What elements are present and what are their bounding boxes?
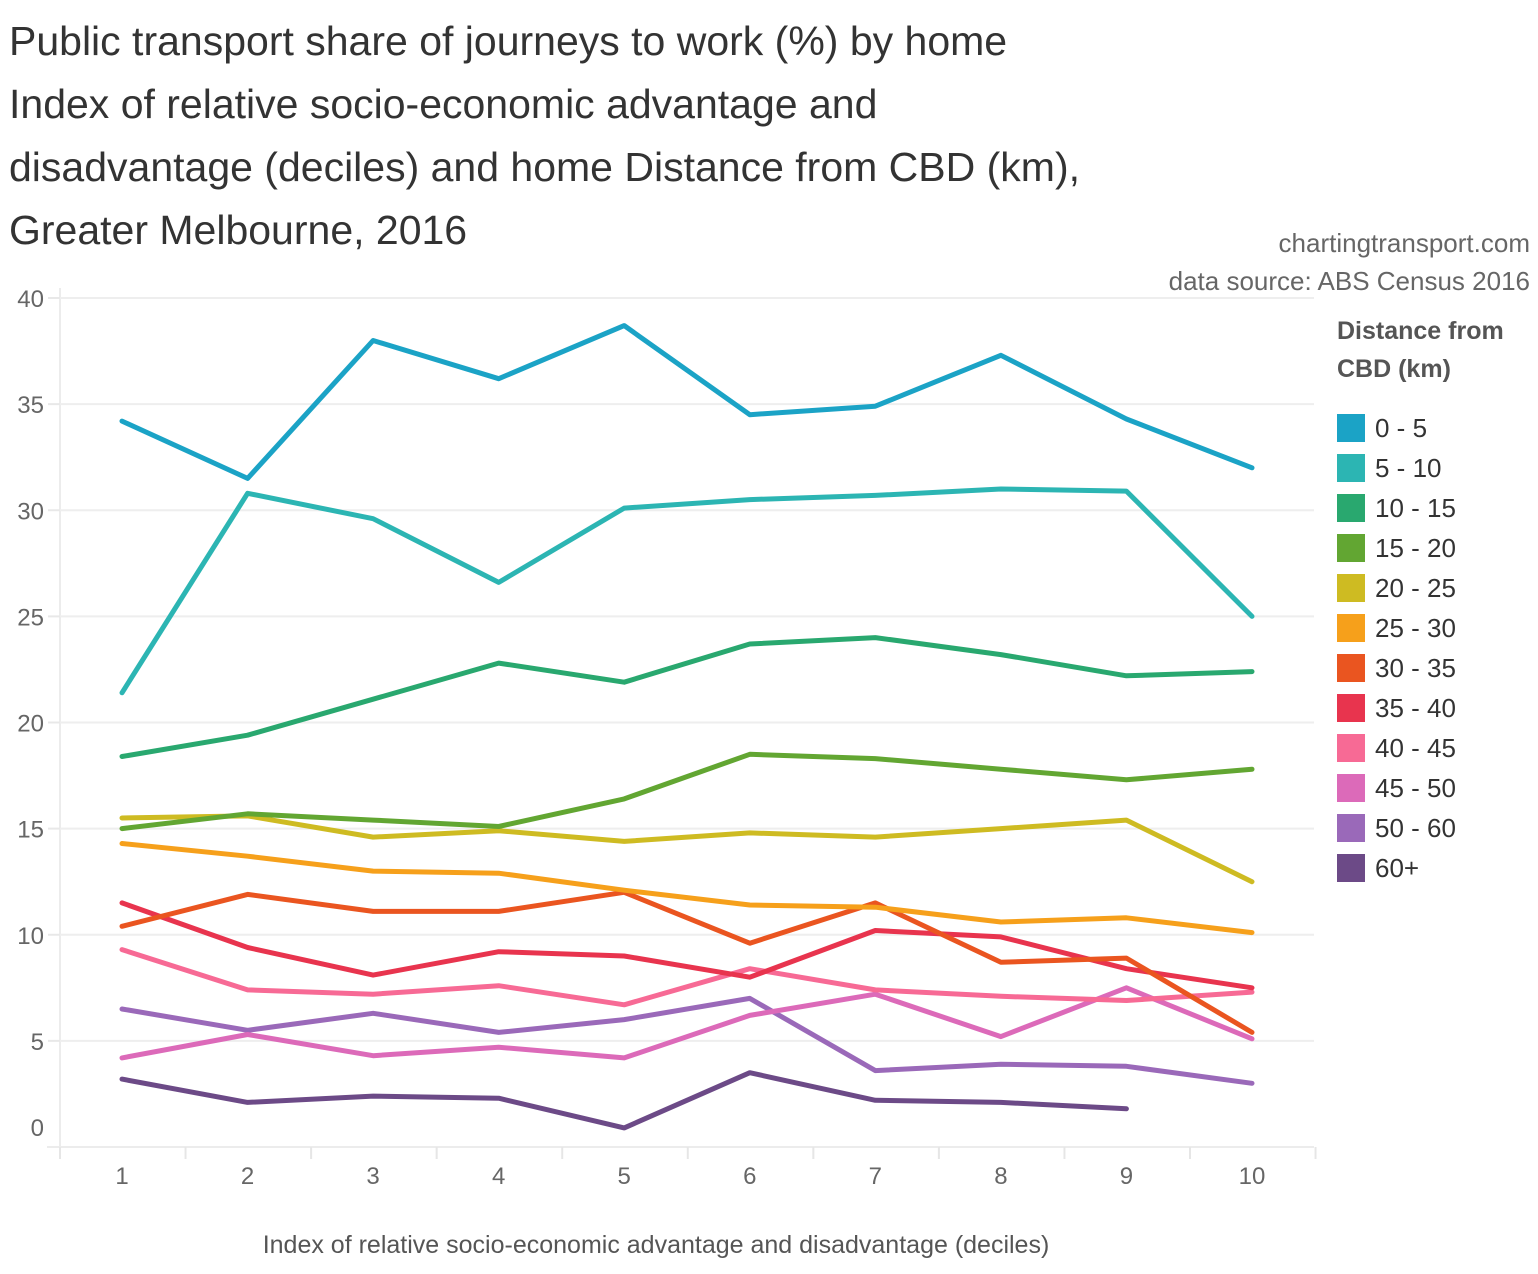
legend-label: 50 - 60 xyxy=(1375,812,1456,843)
title-line: disadvantage (deciles) and home Distance… xyxy=(9,144,1080,190)
legend-item[interactable]: 40 - 45 xyxy=(1337,728,1527,768)
x-axis-title: Index of relative socio-economic advanta… xyxy=(263,1231,1050,1259)
legend-swatch xyxy=(1337,654,1365,682)
data-source: data source: ABS Census 2016 xyxy=(1168,266,1530,296)
legend-label: 40 - 45 xyxy=(1375,732,1456,763)
title-line: Index of relative socio-economic advanta… xyxy=(9,81,878,127)
y-tick-label: 25 xyxy=(17,604,44,631)
series-line-15-20[interactable] xyxy=(119,751,1255,832)
legend-item[interactable]: 60+ xyxy=(1337,848,1527,888)
x-tick-label: 3 xyxy=(366,1163,379,1190)
legend-swatch xyxy=(1337,734,1365,762)
y-tick-label: 30 xyxy=(17,498,44,525)
legend-label: 45 - 50 xyxy=(1375,772,1456,803)
legend-item[interactable]: 35 - 40 xyxy=(1337,688,1527,728)
series-line-25-30[interactable] xyxy=(119,841,1255,936)
y-tick-label: 15 xyxy=(17,817,44,844)
legend-label: 15 - 20 xyxy=(1375,532,1456,563)
series-line-45-50[interactable] xyxy=(119,985,1255,1061)
legend-label: 35 - 40 xyxy=(1375,692,1456,723)
site-credit: chartingtransport.com xyxy=(1278,228,1530,258)
legend-swatch xyxy=(1337,854,1365,882)
legend-title: Distance from CBD (km) xyxy=(1337,317,1504,383)
legend-item[interactable]: 30 - 35 xyxy=(1337,648,1527,688)
y-tick-label: 10 xyxy=(17,923,44,950)
y-tick-label: 0 xyxy=(31,1115,44,1142)
legend-label: 0 - 5 xyxy=(1375,412,1428,443)
legend-label: 25 - 30 xyxy=(1375,612,1456,643)
legend-label: 20 - 25 xyxy=(1375,572,1456,603)
series-line-5-10[interactable] xyxy=(119,486,1255,696)
legend-swatch xyxy=(1337,454,1365,482)
legend-item[interactable]: 25 - 30 xyxy=(1337,608,1527,648)
x-tick-label: 2 xyxy=(241,1163,254,1190)
legend-item[interactable]: 20 - 25 xyxy=(1337,568,1527,608)
legend: Distance from CBD (km) 0 - 5 5 - 10 10 - 1… xyxy=(1337,312,1527,888)
series-line-10-15[interactable] xyxy=(119,635,1255,759)
series-line-60plus[interactable] xyxy=(119,1070,1129,1131)
series-line-50-60[interactable] xyxy=(119,995,1255,1086)
legend-label: 60+ xyxy=(1375,852,1420,883)
y-axis-ticks: 0 5 10 15 20 25 30 35 40 xyxy=(17,286,44,1142)
legend-item[interactable]: 45 - 50 xyxy=(1337,768,1527,808)
series-line-40-45[interactable] xyxy=(119,947,1255,1008)
x-tick-label: 6 xyxy=(743,1163,756,1190)
legend-swatch xyxy=(1337,534,1365,562)
legend-label: 10 - 15 xyxy=(1375,492,1456,523)
legend-list: 0 - 5 5 - 10 10 - 15 15 - 20 20 - 25 25 - 30 3… xyxy=(1337,408,1527,888)
legend-item[interactable]: 50 - 60 xyxy=(1337,808,1527,848)
gridlines xyxy=(48,288,1314,1148)
legend-item[interactable]: 10 - 15 xyxy=(1337,488,1527,528)
title-line: Greater Melbourne, 2016 xyxy=(9,207,468,253)
x-tick-label: 4 xyxy=(492,1163,505,1190)
x-tick-label: 7 xyxy=(869,1163,882,1190)
legend-swatch xyxy=(1337,494,1365,522)
y-tick-label: 20 xyxy=(17,711,44,738)
series-line-35-40[interactable] xyxy=(119,900,1255,991)
legend-swatch xyxy=(1337,774,1365,802)
series-line-0-5[interactable] xyxy=(119,323,1255,481)
legend-swatch xyxy=(1337,574,1365,602)
legend-swatch xyxy=(1337,694,1365,722)
x-tick-label: 10 xyxy=(1239,1163,1266,1190)
legend-label: 30 - 35 xyxy=(1375,652,1456,683)
x-tick-label: 1 xyxy=(115,1163,128,1190)
legend-swatch xyxy=(1337,414,1365,442)
legend-swatch xyxy=(1337,814,1365,842)
series-lines xyxy=(119,323,1255,1131)
y-tick-label: 35 xyxy=(17,392,44,419)
series-line-30-35[interactable] xyxy=(119,889,1255,1035)
series-line-20-25[interactable] xyxy=(119,813,1255,885)
y-tick-label: 40 xyxy=(17,286,44,313)
legend-item[interactable]: 5 - 10 xyxy=(1337,448,1527,488)
legend-item[interactable]: 15 - 20 xyxy=(1337,528,1527,568)
y-tick-label: 5 xyxy=(31,1029,44,1056)
x-tick-label: 8 xyxy=(994,1163,1007,1190)
x-axis: 1 2 3 4 5 6 7 8 9 10 xyxy=(47,1146,1317,1190)
legend-swatch xyxy=(1337,614,1365,642)
x-tick-label: 9 xyxy=(1120,1163,1133,1190)
x-tick-label: 5 xyxy=(618,1163,631,1190)
chart-title: Public transport share of journeys to wo… xyxy=(9,10,1289,262)
legend-item[interactable]: 0 - 5 xyxy=(1337,408,1527,448)
legend-label: 5 - 10 xyxy=(1375,452,1442,483)
title-line: Public transport share of journeys to wo… xyxy=(9,18,1008,64)
